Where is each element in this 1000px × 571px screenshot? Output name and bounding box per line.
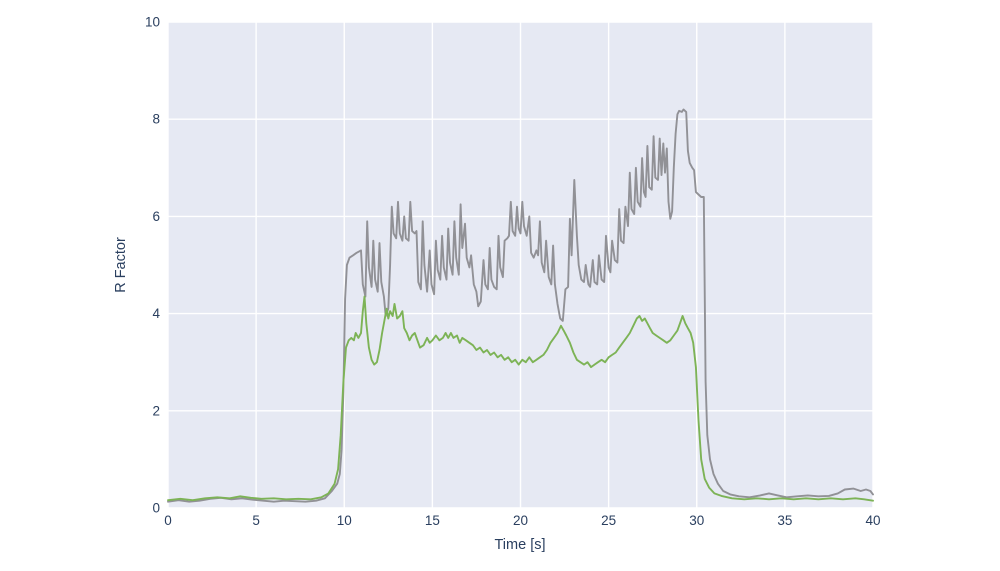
y-axis-title: R Factor — [113, 237, 129, 293]
x-tick-label: 5 — [252, 513, 260, 528]
gray-series-line — [167, 108, 874, 503]
y-tick-label: 6 — [152, 209, 160, 224]
y-tick-label: 0 — [152, 501, 160, 516]
y-tick-label: 4 — [152, 306, 160, 321]
green-series-line — [167, 295, 874, 502]
x-tick-label: 40 — [865, 513, 880, 528]
y-tick-label: 2 — [152, 403, 160, 418]
x-tick-label: 0 — [164, 513, 172, 528]
x-axis-title: Time [s] — [494, 537, 546, 553]
x-tick-label: 35 — [777, 513, 792, 528]
x-tick-label: 20 — [513, 513, 528, 528]
grid-layer — [167, 21, 874, 509]
y-tick-label: 8 — [152, 112, 160, 127]
y-tick-label: 10 — [145, 15, 160, 30]
x-tick-label: 15 — [425, 513, 440, 528]
tick-label-layer: 0 5 10 15 20 25 30 35 40 0 2 4 6 8 10 — [145, 15, 881, 529]
x-tick-label: 10 — [337, 513, 352, 528]
x-tick-label: 30 — [689, 513, 704, 528]
series-layer — [167, 108, 874, 503]
x-tick-label: 25 — [601, 513, 616, 528]
